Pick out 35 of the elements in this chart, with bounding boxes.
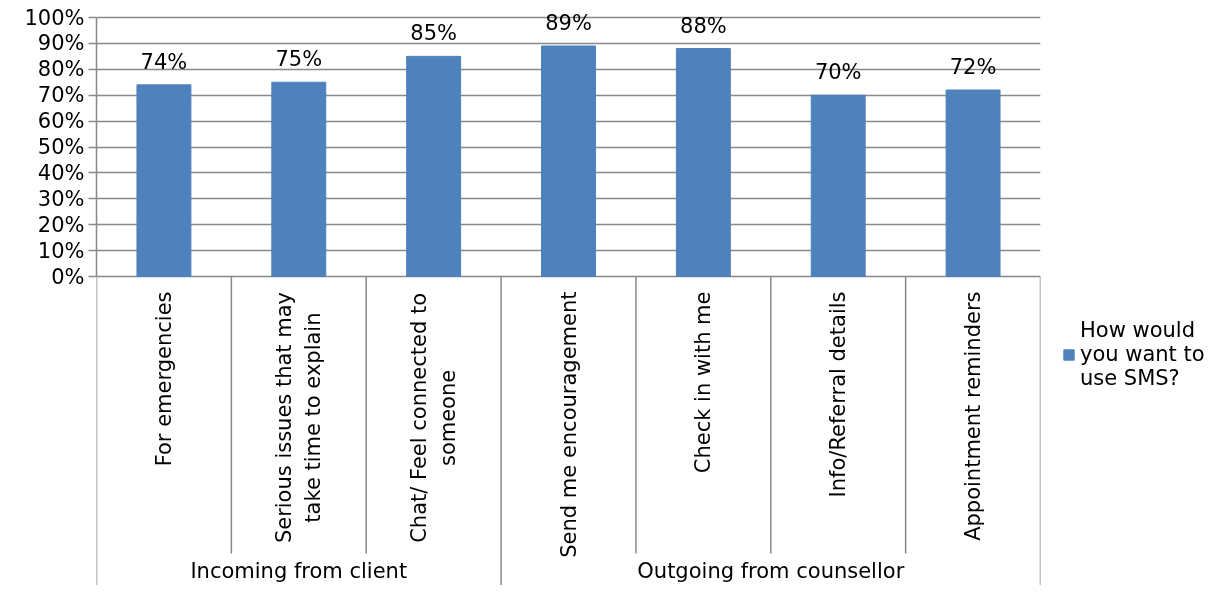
data-label: 72% [949, 55, 997, 80]
data-label: 70% [814, 60, 862, 85]
x-tick-label: For emergencies [151, 291, 176, 467]
data-label: 88% [680, 13, 727, 38]
x-tick-label: Check in with me [691, 291, 716, 474]
y-tick-label: 60% [37, 109, 85, 134]
y-tick-label: 40% [37, 160, 85, 185]
data-label: 74% [140, 49, 188, 74]
bar [675, 48, 731, 277]
text: Incoming from client [190, 558, 408, 583]
bar [541, 45, 596, 277]
y-tick-label: 90% [37, 31, 85, 56]
bar [406, 55, 462, 277]
data-label: 75% [275, 47, 323, 72]
y-tick-label: 70% [37, 83, 85, 108]
x-tick-label: Chat/ Feel connected to someone [407, 292, 461, 543]
legend-label: How would you want to use SMS? [1080, 318, 1205, 390]
y-tick-label: 0% [51, 264, 85, 289]
text: Outgoing from counsellor [637, 558, 905, 583]
y-tick-label: 50% [37, 135, 85, 159]
y-tick-label: 20% [37, 212, 85, 237]
data-label: 85% [410, 21, 457, 46]
bar [271, 81, 327, 277]
x-tick-label: Serious issues that may take time to explain [272, 291, 326, 544]
bar [810, 94, 866, 277]
x-tick-label: Info/Referral details [826, 291, 851, 498]
y-tick-label: 80% [37, 57, 85, 82]
y-tick-label: 100% [24, 5, 85, 30]
bar [136, 84, 192, 277]
y-tick-label: 10% [37, 238, 85, 263]
y-tick-label: 30% [37, 186, 85, 211]
x-tick-label: Send me encouragement [556, 291, 581, 558]
x-tick-label: Appointment reminders [961, 291, 986, 541]
bar [945, 89, 1001, 277]
data-label: 89% [545, 10, 592, 35]
